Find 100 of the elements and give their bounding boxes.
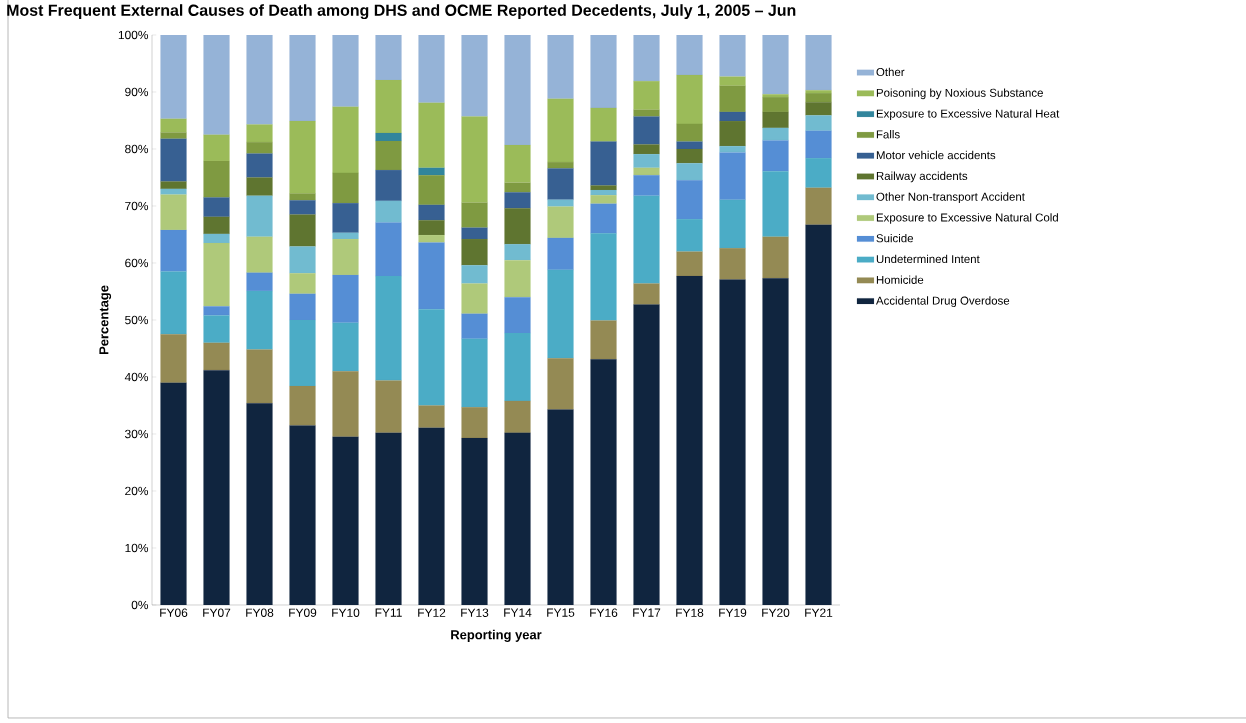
- bar: [590, 141, 617, 186]
- bar: [418, 167, 445, 176]
- bar: [289, 193, 316, 201]
- x-tick-label: FY15: [547, 608, 575, 617]
- y-tick-label: 30%: [125, 429, 149, 439]
- bar: [289, 319, 316, 387]
- bar: [590, 189, 617, 196]
- bar: [676, 74, 703, 124]
- bar: [504, 144, 531, 183]
- legend-label: Other: [876, 67, 905, 77]
- bar: [547, 206, 574, 238]
- bar: [590, 359, 617, 605]
- bar: [246, 142, 273, 154]
- x-tick-label: FY18: [676, 608, 704, 617]
- bar: [719, 146, 746, 153]
- bar: [375, 380, 402, 433]
- x-tick-label: FY13: [461, 608, 489, 617]
- bar: [762, 97, 789, 112]
- bar: [805, 93, 832, 103]
- bar: [461, 283, 488, 314]
- bar: [203, 134, 230, 162]
- bar: [203, 216, 230, 234]
- x-tick-label: FY07: [203, 608, 231, 617]
- x-tick-label: FY08: [246, 608, 274, 617]
- bar: [418, 220, 445, 236]
- bar: [461, 265, 488, 284]
- bar: [461, 437, 488, 605]
- bar: [676, 180, 703, 220]
- bar: [590, 203, 617, 234]
- bar: [375, 200, 402, 223]
- bar: [633, 116, 660, 145]
- chart-title: Most Frequent External Causes of Death among DHS and OCME Reported Decedents, July 1, 2005 – Jun: [7, 4, 796, 20]
- bar: [160, 181, 187, 189]
- bar: [203, 315, 230, 343]
- bar: [289, 293, 316, 321]
- bar: [160, 194, 187, 230]
- bar: [461, 227, 488, 240]
- x-tick-label: FY20: [762, 608, 790, 617]
- bar: [805, 224, 832, 605]
- bar: [547, 168, 574, 200]
- legend-label: Undetermined Intent: [876, 254, 980, 264]
- bar: [504, 208, 531, 245]
- bar: [203, 370, 230, 605]
- x-tick-label: FY06: [160, 608, 188, 617]
- y-tick-label: 90%: [125, 87, 149, 97]
- bar: [719, 85, 746, 112]
- bar: [762, 111, 789, 128]
- bar: [590, 107, 617, 142]
- bar: [719, 120, 746, 147]
- bar: [203, 233, 230, 244]
- bar: [418, 427, 445, 605]
- bar: [461, 338, 488, 408]
- bar: [418, 242, 445, 310]
- y-tick-label: 20%: [125, 486, 149, 496]
- x-tick-label: FY21: [805, 608, 833, 617]
- bar: [676, 219, 703, 252]
- bar: [762, 127, 789, 141]
- bar: [332, 172, 359, 204]
- y-tick-label: 80%: [125, 144, 149, 154]
- bar: [418, 309, 445, 406]
- y-tick-label: 50%: [125, 315, 149, 325]
- x-tick-label: FY16: [590, 608, 618, 617]
- bar: [762, 236, 789, 279]
- legend-label: Poisoning by Noxious Substance: [876, 88, 1043, 100]
- x-tick-label: FY19: [719, 608, 747, 617]
- bar: [246, 124, 273, 143]
- bar: [805, 102, 832, 116]
- bar: [676, 163, 703, 181]
- bar: [719, 152, 746, 200]
- bar: [246, 272, 273, 291]
- bar: [504, 244, 531, 261]
- legend-label: Motor vehicle accidents: [876, 150, 996, 160]
- bar: [203, 342, 230, 371]
- bar: [633, 195, 660, 284]
- bar: [719, 199, 746, 249]
- bar: [418, 175, 445, 205]
- bar: [160, 382, 187, 605]
- bar: [590, 233, 617, 321]
- bar: [676, 148, 703, 164]
- bar: [805, 187, 832, 225]
- legend-label: Accidental Drug Overdose: [875, 296, 1010, 307]
- bar: [203, 160, 230, 198]
- bar: [375, 222, 402, 277]
- y-tick-label: 0%: [131, 600, 149, 610]
- bar: [547, 199, 574, 207]
- bar: [504, 400, 531, 433]
- x-tick-label: FY10: [332, 608, 360, 617]
- bar: [332, 274, 359, 323]
- x-tick-label: FY12: [418, 608, 446, 617]
- bar: [547, 358, 574, 410]
- y-tick-label: 10%: [125, 543, 149, 553]
- bar: [246, 290, 273, 350]
- bar: [418, 234, 445, 243]
- bar: [375, 432, 402, 605]
- bar: [461, 202, 488, 228]
- bar: [375, 170, 402, 201]
- bar: [375, 132, 402, 142]
- bar: [461, 407, 488, 439]
- bar: [160, 132, 187, 139]
- bar: [160, 118, 187, 133]
